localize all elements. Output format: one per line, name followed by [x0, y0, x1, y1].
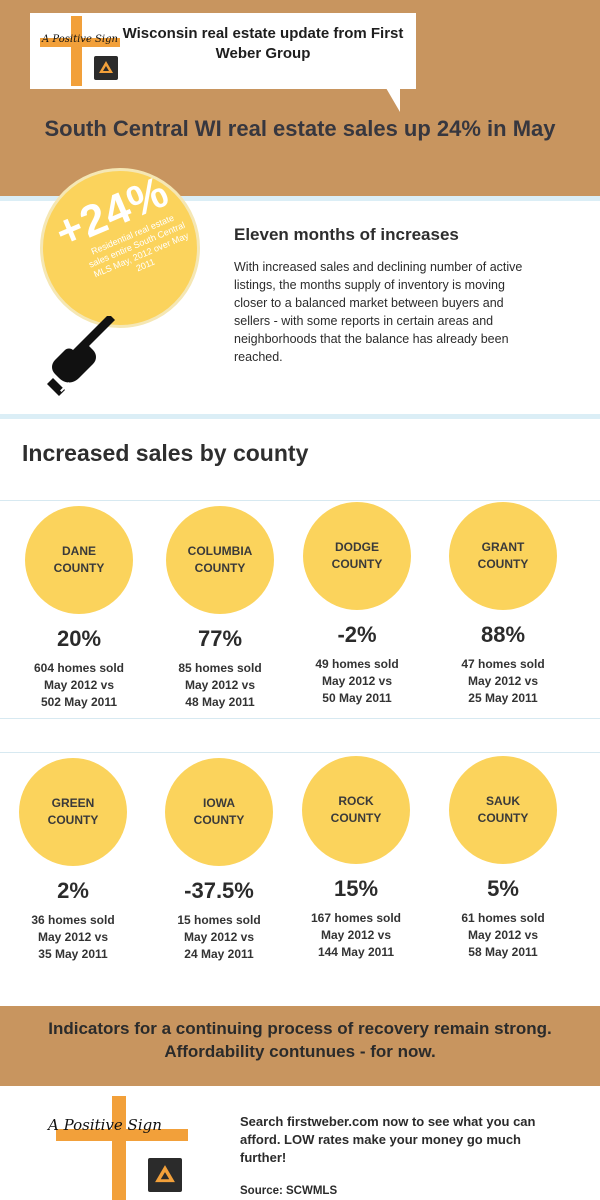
county-detail-line: 502 May 2011 — [40, 695, 118, 709]
county-circle: SAUK COUNTY — [449, 756, 557, 864]
county-percent: 15% — [333, 876, 379, 901]
bottom-panel — [0, 1094, 600, 1200]
intro-body: With increased sales and declining numbe… — [234, 260, 523, 364]
county-detail-line: May 2012 vs — [321, 674, 393, 688]
county-detail: 85 homes sold May 2012 vs 48 May 2011 — [150, 660, 290, 711]
stat-circle — [40, 168, 200, 328]
county-card: IOWA COUNTY -37.5% 15 homes sold May 201… — [149, 758, 289, 963]
plus-logo-icon — [71, 16, 82, 86]
county-detail-line: 50 May 2011 — [322, 691, 392, 705]
call-to-action: Search firstweber.com now to see what yo… — [240, 1114, 536, 1165]
county-name: COLUMBIA COUNTY — [187, 544, 253, 575]
county-detail-line: 85 homes sold — [178, 661, 262, 675]
county-detail: 15 homes sold May 2012 vs 24 May 2011 — [149, 912, 289, 963]
county-card: GREEN COUNTY 2% 36 homes sold May 2012 v… — [3, 758, 143, 963]
county-name: GRANT COUNTY — [477, 540, 529, 571]
county-detail-line: May 2012 vs — [183, 930, 255, 944]
county-card: SAUK COUNTY 5% 61 homes sold May 2012 vs… — [433, 756, 573, 961]
county-circle: ROCK COUNTY — [302, 756, 410, 864]
county-percent: 88% — [480, 622, 526, 647]
hand-pointer-icon — [47, 316, 115, 396]
divider — [0, 196, 600, 201]
county-detail: 167 homes sold May 2012 vs 144 May 2011 — [286, 910, 426, 961]
plus-logo-icon — [112, 1096, 126, 1200]
county-detail-line: 25 May 2011 — [468, 691, 538, 705]
logo-badge-icon — [148, 1158, 182, 1192]
county-detail: 47 homes sold May 2012 vs 25 May 2011 — [433, 656, 573, 707]
county-circle: DODGE COUNTY — [303, 502, 411, 610]
county-name: DANE COUNTY — [53, 544, 105, 575]
divider — [0, 718, 600, 719]
county-circle: DANE COUNTY — [25, 506, 133, 614]
divider — [0, 500, 600, 501]
speech-bubble-tail — [386, 88, 400, 112]
county-circle: GREEN COUNTY — [19, 758, 127, 866]
county-detail-line: 24 May 2011 — [184, 947, 254, 961]
county-detail: 604 homes sold May 2012 vs 502 May 2011 — [9, 660, 149, 711]
county-detail-line: May 2012 vs — [184, 678, 256, 692]
footer-band — [0, 1006, 600, 1086]
county-detail-line: 61 homes sold — [461, 911, 545, 925]
divider — [0, 414, 600, 419]
county-detail-line: May 2012 vs — [37, 930, 109, 944]
county-percent: -37.5% — [184, 878, 254, 903]
headline: South Central WI real estate sales up 24… — [44, 116, 556, 141]
county-name: GREEN COUNTY — [47, 796, 99, 827]
county-card: COLUMBIA COUNTY 77% 85 homes sold May 20… — [150, 506, 290, 711]
source-note: Source: SCWMLS — [240, 1185, 338, 1197]
county-percent: 2% — [57, 878, 89, 903]
county-name: DODGE COUNTY — [331, 540, 383, 571]
county-percent: 5% — [487, 876, 519, 901]
county-detail-line: 36 homes sold — [31, 913, 115, 927]
logo-large: A Positive Sign — [48, 1096, 198, 1200]
county-percent: 20% — [56, 626, 102, 651]
county-percent: 77% — [197, 626, 243, 651]
county-detail-line: 35 May 2011 — [38, 947, 108, 961]
divider — [0, 752, 600, 753]
logo: A Positive Sign — [34, 16, 124, 86]
county-detail: 49 homes sold May 2012 vs 50 May 2011 — [287, 656, 427, 707]
county-detail-line: 47 homes sold — [461, 657, 545, 671]
header-title: Wisconsin real estate update from First … — [122, 25, 404, 62]
county-detail-line: May 2012 vs — [467, 674, 539, 688]
intro-title: Eleven months of increases — [234, 225, 459, 244]
county-circle: GRANT COUNTY — [449, 502, 557, 610]
county-detail-line: May 2012 vs — [320, 928, 392, 942]
county-detail-line: May 2012 vs — [467, 928, 539, 942]
county-card: DANE COUNTY 20% 604 homes sold May 2012 … — [9, 506, 149, 711]
logo-badge-icon — [94, 56, 118, 80]
county-detail-line: 15 homes sold — [177, 913, 261, 927]
county-name: SAUK COUNTY — [477, 794, 529, 825]
county-card: DODGE COUNTY -2% 49 homes sold May 2012 … — [287, 502, 427, 707]
footer-banner-text: Indicators for a continuing process of r… — [48, 1019, 552, 1061]
county-name: IOWA COUNTY — [193, 796, 245, 827]
logo-text: A Positive Sign — [48, 1116, 162, 1134]
county-detail-line: 48 May 2011 — [185, 695, 255, 709]
county-circle: IOWA COUNTY — [165, 758, 273, 866]
county-detail: 61 homes sold May 2012 vs 58 May 2011 — [433, 910, 573, 961]
county-detail-line: May 2012 vs — [43, 678, 115, 692]
county-detail-line: 604 homes sold — [33, 661, 125, 675]
county-card: ROCK COUNTY 15% 167 homes sold May 2012 … — [286, 756, 426, 961]
county-card: GRANT COUNTY 88% 47 homes sold May 2012 … — [433, 502, 573, 707]
county-percent: -2% — [337, 622, 377, 647]
county-name: ROCK COUNTY — [330, 794, 382, 825]
county-circle: COLUMBIA COUNTY — [166, 506, 274, 614]
county-detail: 36 homes sold May 2012 vs 35 May 2011 — [3, 912, 143, 963]
county-detail-line: 167 homes sold — [310, 911, 402, 925]
county-detail-line: 58 May 2011 — [468, 945, 538, 959]
county-detail-line: 49 homes sold — [315, 657, 399, 671]
section-title: Increased sales by county — [22, 440, 309, 466]
logo-text: A Positive Sign — [42, 34, 118, 45]
county-detail-line: 144 May 2011 — [317, 945, 395, 959]
